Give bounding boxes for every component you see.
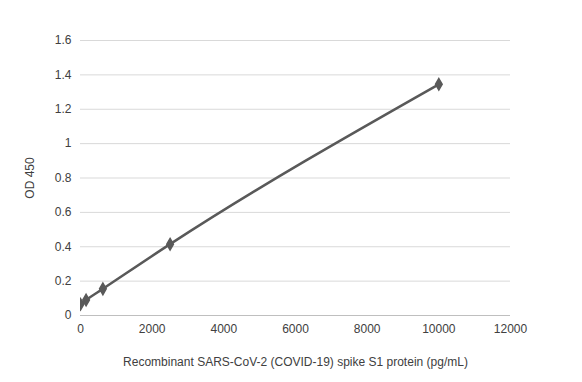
svg-text:0.4: 0.4 — [55, 240, 72, 254]
svg-text:1: 1 — [65, 136, 72, 150]
svg-text:4000: 4000 — [210, 322, 237, 336]
svg-text:OD 450: OD 450 — [23, 157, 37, 199]
svg-text:0.2: 0.2 — [55, 274, 72, 288]
svg-text:12000: 12000 — [494, 322, 528, 336]
svg-text:10000: 10000 — [422, 322, 456, 336]
svg-text:Recombinant SARS-CoV-2 (COVID-: Recombinant SARS-CoV-2 (COVID-19) spike … — [123, 355, 468, 369]
svg-text:0.8: 0.8 — [55, 171, 72, 185]
svg-text:1.2: 1.2 — [55, 102, 72, 116]
svg-text:0: 0 — [65, 308, 72, 322]
svg-text:6000: 6000 — [282, 322, 309, 336]
svg-text:1.6: 1.6 — [55, 33, 72, 47]
svg-text:0: 0 — [77, 322, 84, 336]
svg-text:0.6: 0.6 — [55, 205, 72, 219]
svg-text:2000: 2000 — [139, 322, 166, 336]
svg-text:1.4: 1.4 — [55, 68, 72, 82]
svg-text:8000: 8000 — [354, 322, 381, 336]
